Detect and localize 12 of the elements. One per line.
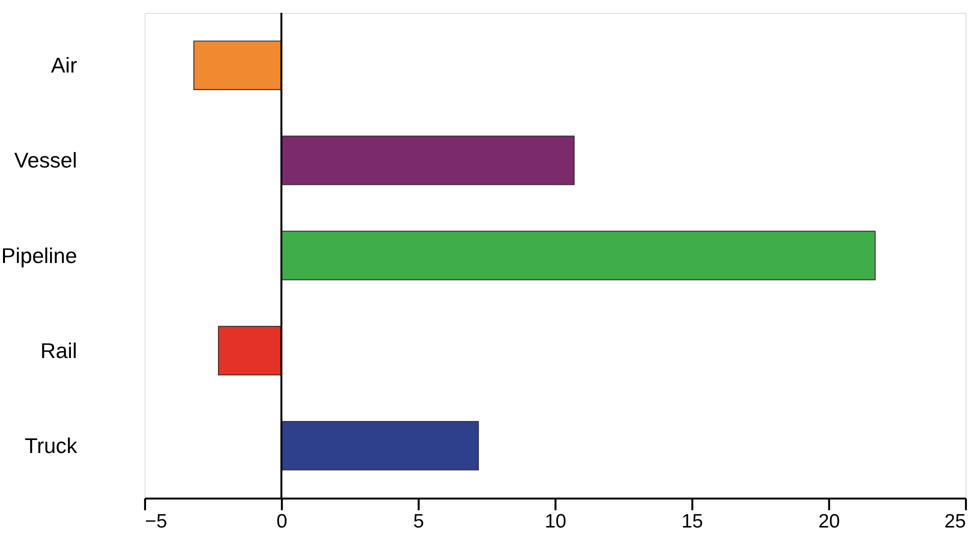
x-tick-label: 10: [544, 510, 566, 533]
x-tick-label: 0: [276, 510, 288, 533]
x-tick-label: 15: [682, 510, 704, 533]
y-tick-label: Air: [51, 54, 78, 78]
x-tick-label: 20: [818, 510, 840, 533]
x-tick-label: 5: [413, 510, 424, 533]
y-tick-label: Truck: [24, 434, 78, 458]
y-tick-label: Vessel: [14, 148, 78, 173]
x-tick-label: 25: [944, 510, 966, 533]
y-tick-label: Pipeline: [1, 244, 78, 268]
x-tick-label: −5: [145, 510, 168, 533]
y-tick-label: Rail: [40, 338, 78, 363]
